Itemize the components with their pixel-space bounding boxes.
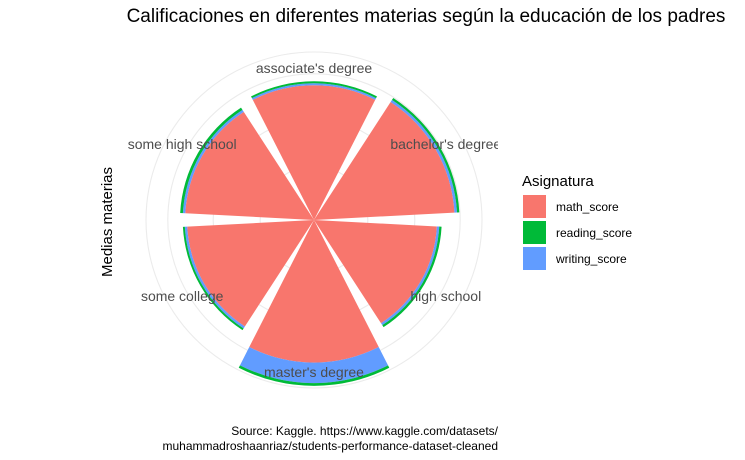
y-axis-label: Medias materias <box>99 167 116 277</box>
legend-label-math-score: math_score <box>556 200 619 214</box>
legend-swatch-math-score <box>523 195 546 218</box>
category-label-high-school: high school <box>410 288 481 304</box>
category-label-some-college: some college <box>141 288 224 304</box>
bar-master-s-degree-writing-score <box>239 347 389 384</box>
bar-high-school-math-score <box>314 220 437 324</box>
category-label-master-s-degree: master's degree <box>264 364 364 380</box>
category-label-bachelor-s-degree: bachelor's degree <box>390 136 501 152</box>
bar-associate-s-degree-writing-score <box>251 83 377 100</box>
legend-title: Asignatura <box>522 173 594 190</box>
bar-bachelor-s-degree-math-score <box>314 102 455 220</box>
bar-master-s-degree-math-score <box>249 220 379 363</box>
legend-label-reading-score: reading_score <box>556 226 632 240</box>
chart-title: Calificaciones en diferentes materias se… <box>127 6 726 27</box>
bar-master-s-degree-reading-score <box>238 365 390 386</box>
bar-some-high-school-math-score <box>185 111 314 220</box>
caption-line-1: Source: Kaggle. https://www.kaggle.com/d… <box>231 424 498 438</box>
category-label-some-high-school: some high school <box>128 136 237 152</box>
category-labels: associate's degree bachelor's degree high … <box>128 60 501 380</box>
legend-swatch-writing-score <box>523 247 546 270</box>
bar-some-college-math-score <box>187 220 314 327</box>
bars <box>180 81 460 386</box>
plot-panel: associate's degree bachelor's degree high … <box>128 51 501 389</box>
grid-ring-4 <box>145 51 483 389</box>
bar-associate-s-degree-math-score <box>252 85 376 221</box>
legend-items: math_score reading_score writing_score <box>523 195 632 270</box>
bar-associate-s-degree-reading-score <box>251 81 377 99</box>
legend: Asignatura math_score reading_scorewritin… <box>522 173 632 270</box>
legend-swatch-reading-score <box>523 221 546 244</box>
legend-label-writing-score: writing_score <box>555 252 627 266</box>
caption-line-2: muhammadroshaanriaz/students-performance… <box>162 439 498 453</box>
category-label-associate-s-degree: associate's degree <box>256 60 373 76</box>
